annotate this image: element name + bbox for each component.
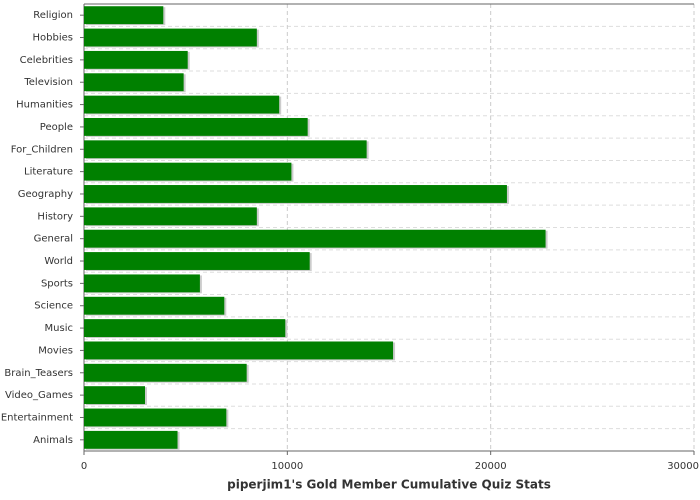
bar [84,430,178,449]
y-tick-label: For_Children [11,144,73,155]
bar [84,50,188,69]
bar [84,162,292,181]
y-tick-label: Celebrities [20,55,73,66]
y-tick-label: People [40,122,73,133]
bar [84,28,257,47]
bar [84,274,200,293]
bar [84,117,308,136]
y-tick-label: Religion [33,10,73,21]
x-tick-label: 30000 [667,461,699,472]
bar [84,6,164,25]
y-tick-label: Entertainment [1,412,73,423]
bar [84,207,257,226]
y-tick-label: Science [34,301,73,312]
bar [84,319,286,338]
bar [84,229,546,248]
y-tick-label: Television [23,77,73,88]
bar [84,341,394,360]
bar [84,386,145,405]
bar [84,73,184,92]
y-tick-label: Humanities [16,100,73,111]
bar [84,185,507,203]
y-tick-label: Movies [38,345,73,356]
x-tick-label: 0 [81,461,87,472]
bar [84,363,247,382]
y-tick-label: Literature [24,167,73,178]
y-tick-label: Geography [18,189,73,200]
y-tick-label: Video_Games [5,390,73,401]
y-tick-label: Hobbies [33,33,73,44]
y-tick-label: World [44,256,73,267]
x-tick-label: 10000 [271,461,303,472]
y-tick-label: General [34,234,73,245]
y-tick-label: History [37,211,73,222]
y-tick-label: Music [45,323,73,334]
bar [84,252,310,270]
bar [84,296,225,315]
chart-title: piperjim1's Gold Member Cumulative Quiz … [227,478,551,492]
x-tick-label: 20000 [475,461,507,472]
y-tick-label: Brain_Teasers [4,368,73,379]
y-tick-label: Animals [33,435,73,446]
bar [84,140,367,159]
y-tick-label: Sports [41,278,73,289]
bar [84,95,280,114]
bar [84,408,227,427]
